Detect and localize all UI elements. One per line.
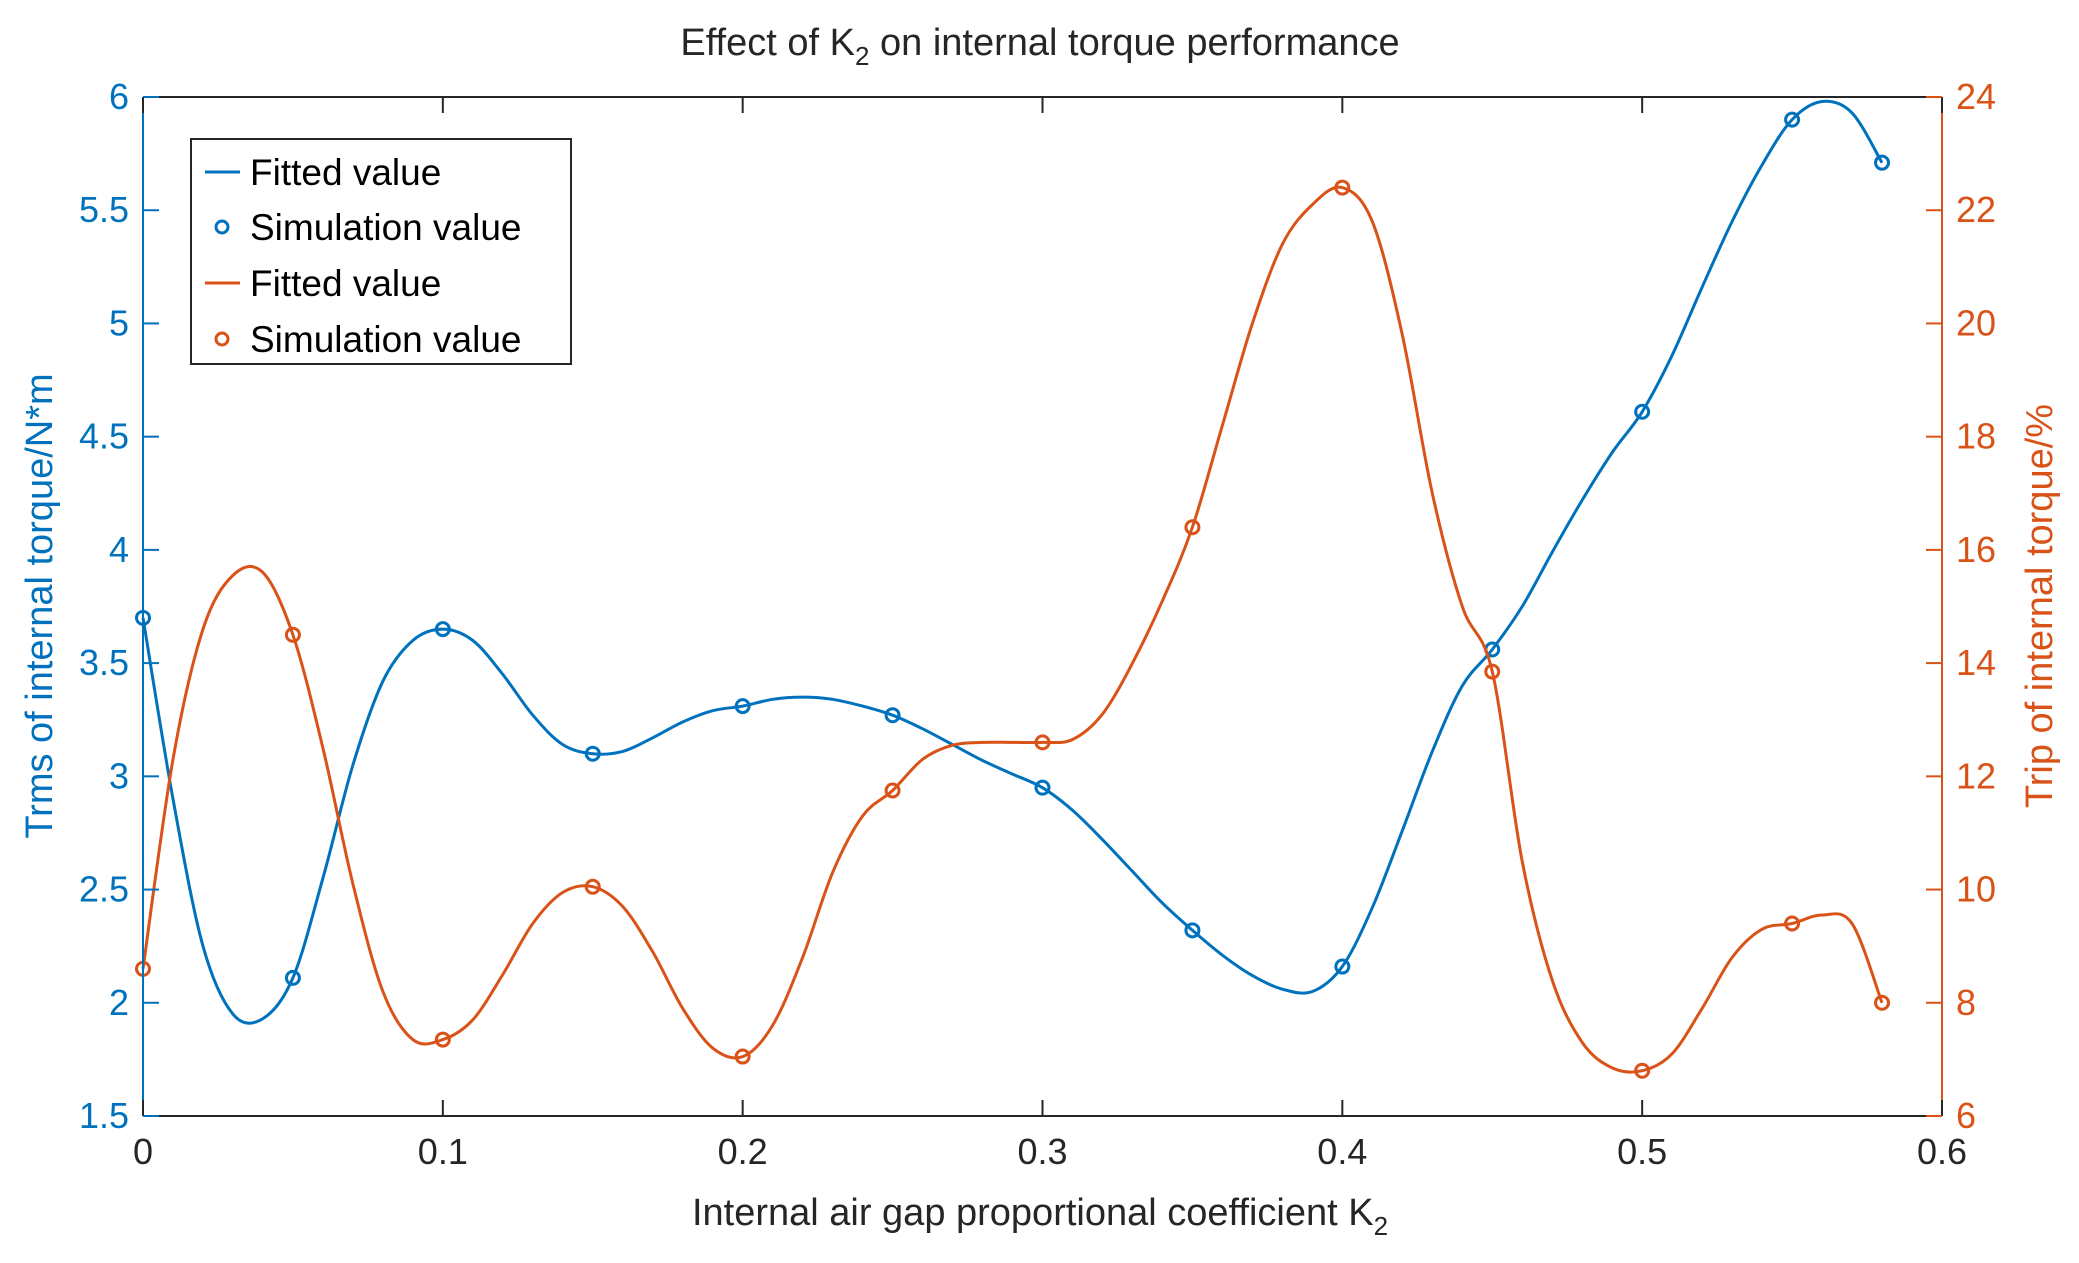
data-point-simulation-trms — [1784, 111, 1801, 128]
y-axis-right-label: Trip of internal torque/% — [2019, 404, 2061, 808]
chart-title: Effect of K2 on internal torque performa… — [680, 22, 1399, 71]
y-right-tick-label: 20 — [1956, 302, 1996, 343]
data-point-simulation-trip — [1484, 663, 1501, 680]
y-right-tick-label: 12 — [1956, 755, 1996, 796]
x-tick-label: 0.4 — [1317, 1131, 1367, 1172]
x-tick-label: 0.5 — [1617, 1131, 1667, 1172]
data-point-simulation-trip — [1034, 734, 1051, 751]
y-left-tick-label: 5 — [109, 302, 129, 343]
data-point-simulation-trip — [1334, 179, 1351, 196]
y-right-tick-label: 6 — [1956, 1095, 1976, 1136]
legend-label-fitted-trms: Fitted value — [250, 152, 441, 193]
x-tick-label: 0.2 — [718, 1131, 768, 1172]
data-point-simulation-trip — [584, 878, 601, 895]
data-point-simulation-trms — [1874, 154, 1891, 171]
legend-label-fitted-trip: Fitted value — [250, 263, 441, 304]
series-line-fitted-trms — [141, 99, 1884, 1025]
data-point-simulation-trms — [1334, 958, 1351, 975]
x-tick-label: 0 — [133, 1131, 153, 1172]
y-left-tick-label: 4.5 — [79, 416, 129, 457]
data-point-simulation-trip — [1784, 915, 1801, 932]
y-left-tick-label: 4 — [109, 529, 129, 570]
y-right-tick-label: 16 — [1956, 529, 1996, 570]
data-point-simulation-trip — [1874, 994, 1891, 1011]
x-axis-label: Internal air gap proportional coefficien… — [692, 1192, 1388, 1241]
y-right-tick-label: 8 — [1956, 982, 1976, 1023]
y-left-tick-label: 5.5 — [79, 189, 129, 230]
legend-label-simulation-trip: Simulation value — [250, 319, 521, 360]
legend-box — [190, 138, 572, 365]
legend-marker-simulation-trms — [214, 219, 230, 235]
legend: Fitted value Simulation value Fitted val… — [190, 138, 572, 365]
data-point-simulation-trip — [1184, 519, 1201, 536]
data-point-simulation-trms — [1184, 922, 1201, 939]
data-point-simulation-trms — [584, 745, 601, 762]
data-point-simulation-trip — [1634, 1062, 1651, 1079]
x-tick-label: 0.1 — [418, 1131, 468, 1172]
data-point-simulation-trms — [1034, 779, 1051, 796]
series-line-fitted-trip — [141, 185, 1884, 1074]
y-right-tick-label: 22 — [1956, 189, 1996, 230]
data-point-simulation-trip — [884, 782, 901, 799]
y-axis-left-label: Trms of internal torque/N*m — [19, 373, 61, 838]
legend-label-simulation-trms: Simulation value — [250, 207, 521, 248]
legend-marker-simulation-trip — [214, 331, 230, 347]
y-left-tick-label: 2 — [109, 982, 129, 1023]
y-right-tick-label: 18 — [1956, 416, 1996, 457]
y-right-tick-label: 10 — [1956, 869, 1996, 910]
y-left-tick-label: 3.5 — [79, 642, 129, 683]
y-left-tick-label: 1.5 — [79, 1095, 129, 1136]
data-point-simulation-trip — [734, 1048, 751, 1065]
y-left-tick-label: 2.5 — [79, 869, 129, 910]
data-point-simulation-trms — [884, 707, 901, 724]
x-tick-label: 0.3 — [1017, 1131, 1067, 1172]
x-axis-label-subscript: 2 — [1374, 1211, 1388, 1241]
data-point-simulation-trip — [434, 1031, 451, 1048]
chart-title-subscript: 2 — [855, 41, 869, 71]
y-right-tick-label: 24 — [1956, 76, 1996, 117]
data-point-simulation-trms — [434, 621, 451, 638]
data-point-simulation-trip — [284, 626, 301, 643]
data-point-simulation-trms — [734, 698, 751, 715]
y-left-tick-label: 3 — [109, 755, 129, 796]
y-left-tick-label: 6 — [109, 76, 129, 117]
x-tick-label: 0.6 — [1917, 1131, 1967, 1172]
data-point-simulation-trms — [284, 969, 301, 986]
data-point-simulation-trms — [1634, 403, 1651, 420]
y-right-tick-label: 14 — [1956, 642, 1996, 683]
